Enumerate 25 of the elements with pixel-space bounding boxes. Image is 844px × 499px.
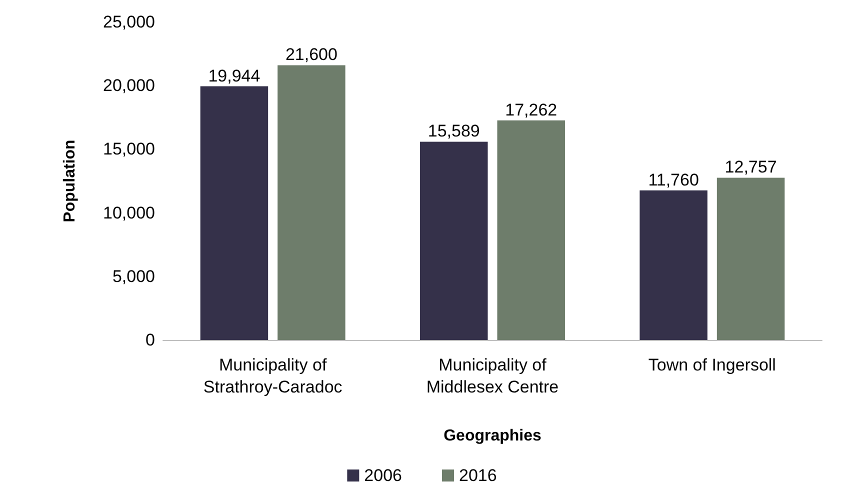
data-label: 17,262 bbox=[505, 100, 558, 120]
bar bbox=[716, 178, 785, 340]
y-tick-label: 0 bbox=[146, 330, 155, 350]
bar bbox=[420, 142, 488, 340]
bar bbox=[640, 190, 708, 340]
y-tick-label: 5,000 bbox=[112, 266, 155, 286]
bar bbox=[497, 120, 565, 340]
x-tick-label: Municipality of Strathroy-Caradoc bbox=[203, 356, 343, 396]
data-label: 19,944 bbox=[208, 66, 260, 86]
legend-label: 2006 bbox=[364, 466, 402, 485]
y-tick-label: 10,000 bbox=[103, 203, 155, 222]
legend-label: 2016 bbox=[459, 466, 497, 485]
bar bbox=[200, 86, 268, 340]
data-label: 11,760 bbox=[648, 170, 699, 190]
x-axis-title: Geographies bbox=[444, 428, 542, 444]
x-tick-label: Municipality of Middlesex Centre bbox=[426, 356, 559, 396]
data-label: 15,589 bbox=[428, 122, 480, 141]
y-tick-label: 20,000 bbox=[103, 76, 155, 96]
data-label: 12,757 bbox=[724, 158, 777, 177]
y-tick-label: 15,000 bbox=[103, 140, 155, 159]
y-axis-title: Population bbox=[62, 140, 78, 222]
y-tick-label: 25,000 bbox=[103, 12, 155, 32]
data-label: 21,600 bbox=[285, 45, 338, 64]
bar bbox=[278, 65, 346, 340]
x-tick-label: Town of Ingersoll bbox=[648, 356, 776, 374]
